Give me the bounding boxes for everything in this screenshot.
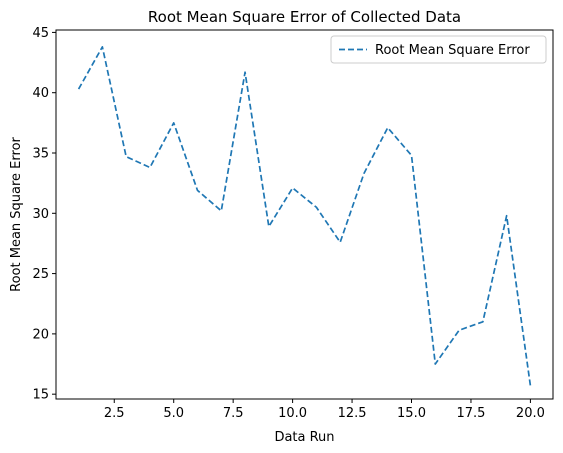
plot-frame [55, 29, 554, 400]
x-axis-label: Data Run [274, 430, 334, 445]
x-tick-label: 12.5 [338, 406, 367, 421]
y-axis: 15 20 25 30 35 40 45 [32, 26, 56, 403]
x-tick-label: 7.5 [223, 406, 244, 421]
y-tick-label: 45 [32, 26, 49, 41]
y-axis-label: Root Mean Square Error [9, 136, 24, 291]
legend-box [330, 35, 547, 64]
legend-label: Root Mean Square Error [375, 43, 530, 58]
legend: Root Mean Square Error [330, 35, 547, 64]
y-tick-label: 20 [32, 327, 49, 342]
plot-area [55, 29, 554, 400]
x-tick-label: 5.0 [163, 406, 184, 421]
x-tick-label: 15.0 [397, 406, 426, 421]
y-tick-label: 35 [32, 147, 49, 162]
y-tick-label: 15 [32, 388, 49, 403]
chart-title: Root Mean Square Error of Collected Data [148, 8, 461, 26]
y-tick-label: 30 [32, 207, 49, 222]
x-tick-label: 20.0 [516, 406, 545, 421]
x-tick-label: 2.5 [104, 406, 125, 421]
y-tick-label: 40 [32, 86, 49, 101]
x-axis: 2.5 5.0 7.5 10.0 12.5 15.0 17.5 20.0 [104, 399, 545, 421]
x-tick-label: 10.0 [278, 406, 307, 421]
series-line-rmse [77, 46, 532, 386]
x-tick-label: 17.5 [456, 406, 485, 421]
y-tick-label: 25 [32, 267, 49, 282]
